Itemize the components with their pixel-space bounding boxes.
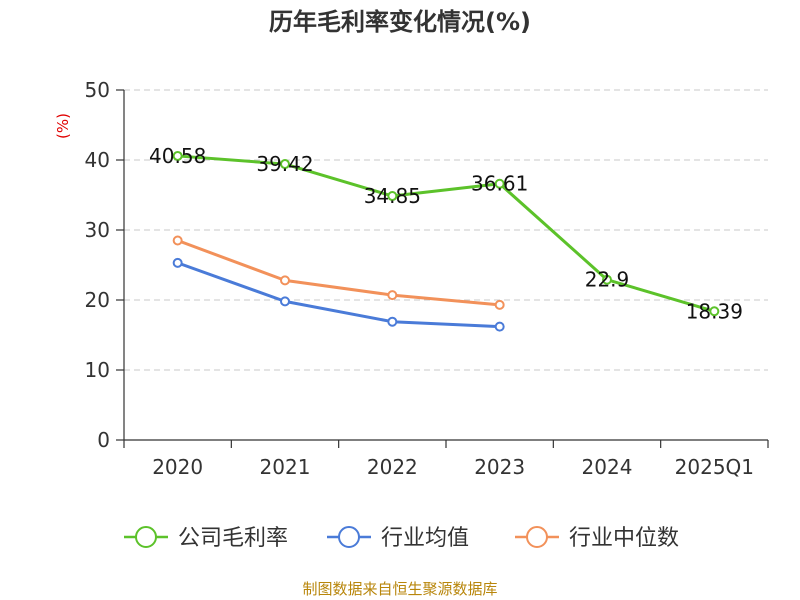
x-tick-label: 2024 xyxy=(582,455,633,479)
series-2-point xyxy=(494,299,505,310)
data-label: 22.9 xyxy=(585,268,630,292)
y-tick-label: 20 xyxy=(85,288,110,312)
y-tick-label: 40 xyxy=(85,148,110,172)
data-label: 34.85 xyxy=(364,184,421,208)
legend-label: 行业均值 xyxy=(381,526,469,551)
x-tick-label: 2022 xyxy=(367,455,418,479)
y-tick-label: 10 xyxy=(85,358,110,382)
y-tick-label: 0 xyxy=(97,428,110,452)
data-label: 40.58 xyxy=(149,144,206,168)
series-0-point xyxy=(494,178,505,189)
y-tick-label: 30 xyxy=(85,218,110,242)
series-1-point xyxy=(280,296,290,307)
series-0-point xyxy=(387,191,398,202)
data-source-note: 制图数据来自恒生聚源数据库 xyxy=(302,580,497,598)
series-1-point xyxy=(494,321,505,332)
x-tick-label: 2025Q1 xyxy=(675,455,754,479)
y-tick-label: 50 xyxy=(85,78,110,102)
data-label: 36.61 xyxy=(471,172,528,196)
legend-label: 公司毛利率 xyxy=(178,526,288,551)
series-0-point xyxy=(602,274,612,285)
series-line-1 xyxy=(176,261,502,329)
x-tick-label: 2023 xyxy=(474,455,525,479)
data-label: 18.39 xyxy=(686,299,743,323)
series-0-point xyxy=(280,159,290,170)
grid-lines xyxy=(124,89,768,371)
x-tick-label: 2020 xyxy=(152,455,203,479)
y-axis-unit-label: (%) xyxy=(54,113,72,139)
series-1-point xyxy=(387,316,398,327)
x-tick-label: 2021 xyxy=(260,455,311,479)
axes: 0 10 20 30 40 50 2020 2021 2022 2023 2024 2025Q1 xyxy=(85,78,769,479)
legend: 公司毛利率 行业均值 行业中位数 xyxy=(124,526,679,551)
series-1-point xyxy=(172,257,183,268)
series-0-point xyxy=(172,150,183,161)
series-2-point xyxy=(280,275,290,286)
series-line-2 xyxy=(176,239,502,307)
series-0-point xyxy=(709,306,720,317)
series-lines xyxy=(172,150,720,332)
chart-title: 历年毛利率变化情况(%) xyxy=(269,8,531,36)
series-2-point xyxy=(387,290,398,301)
data-labels: 40.58 39.42 34.85 36.61 22.9 18.39 xyxy=(149,144,743,323)
legend-marker-2 xyxy=(526,526,548,548)
series-line-0 xyxy=(176,154,716,313)
legend-marker-1 xyxy=(338,526,360,548)
legend-marker-0 xyxy=(135,526,157,548)
series-2-point xyxy=(172,235,183,246)
legend-label: 行业中位数 xyxy=(569,526,679,551)
data-label: 39.42 xyxy=(256,152,313,176)
